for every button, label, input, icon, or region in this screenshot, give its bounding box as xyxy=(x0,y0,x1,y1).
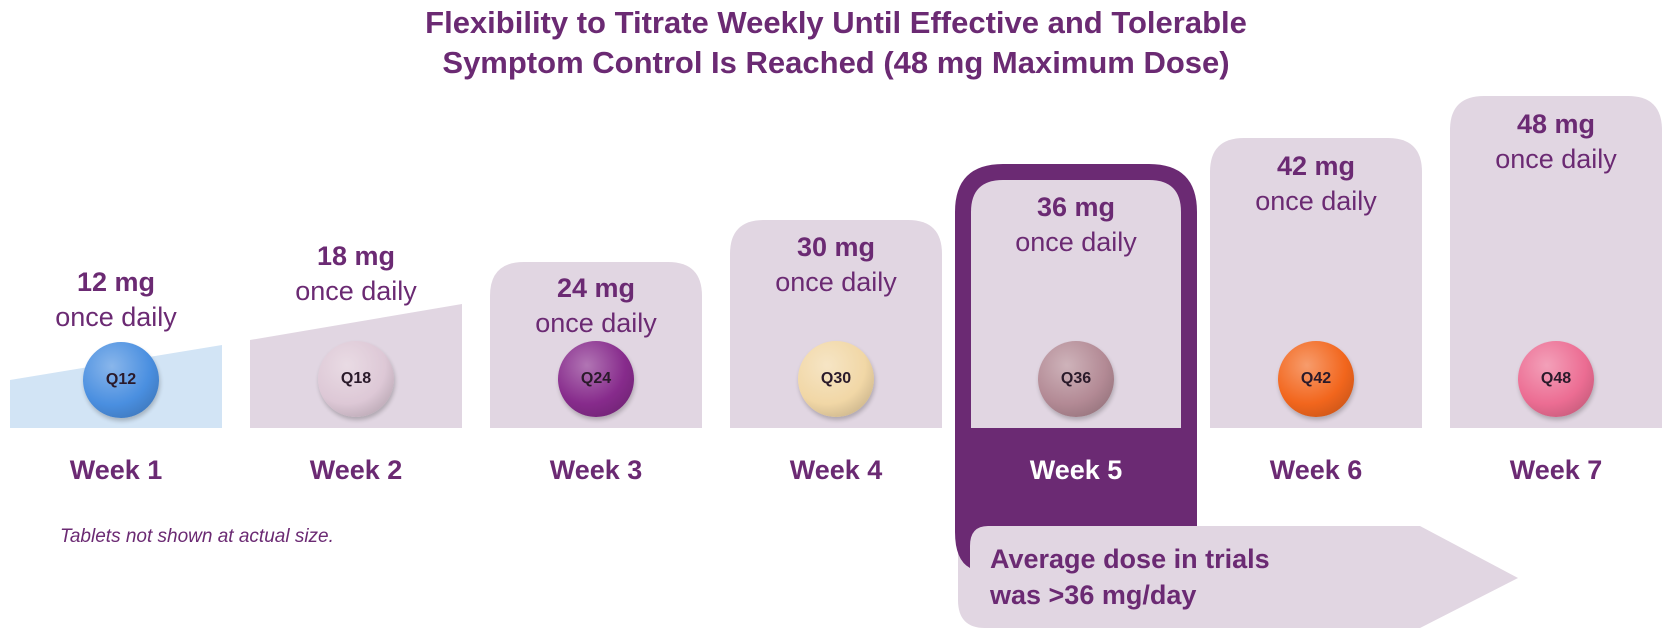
week-5-dose: 36 mg xyxy=(1036,192,1116,222)
week-2-dose-label: 18 mg once daily xyxy=(246,238,466,308)
week-3-dose-label: 24 mg once daily xyxy=(486,270,706,340)
week-4-frequency: once daily xyxy=(775,267,897,297)
diagram-title-line-2: Symptom Control Is Reached (48 mg Maximu… xyxy=(442,45,1230,80)
diagram-title-line-1: Flexibility to Titrate Weekly Until Effe… xyxy=(425,5,1247,40)
footnote: Tablets not shown at actual size. xyxy=(60,526,334,547)
tablet-q24: Q24 xyxy=(558,341,634,417)
week-2-dose: 18 mg xyxy=(316,241,396,271)
week-5-label: Week 5 xyxy=(1029,455,1123,485)
week-4-dose-label: 30 mg once daily xyxy=(726,229,946,299)
week-6-panel xyxy=(1210,138,1422,428)
week-4-label: Week 4 xyxy=(789,455,883,485)
tablet-q42: Q42 xyxy=(1278,341,1354,417)
week-6-frequency: once daily xyxy=(1255,186,1377,216)
week-7-dose: 48 mg xyxy=(1516,109,1596,139)
week-7-dose-label: 48 mg once daily xyxy=(1446,106,1666,176)
week-6-dose: 42 mg xyxy=(1276,151,1356,181)
week-1-dose-label: 12 mg once daily xyxy=(6,264,226,334)
tablet-q18: Q18 xyxy=(318,341,394,417)
week-5-dose-label: 36 mg once daily xyxy=(966,189,1186,259)
week-6-label: Week 6 xyxy=(1269,455,1363,485)
tablet-q12: Q12 xyxy=(83,342,159,418)
average-dose-note: Average dose in trials was >36 mg/day xyxy=(990,541,1410,613)
week-5-panel xyxy=(971,180,1181,428)
tablet-q48: Q48 xyxy=(1518,341,1594,417)
week-1-frequency: once daily xyxy=(55,302,177,332)
week-3-label: Week 3 xyxy=(549,455,643,485)
week-5-frequency: once daily xyxy=(1015,227,1137,257)
average-dose-arrow xyxy=(958,526,1518,628)
average-dose-note-line-1: Average dose in trials xyxy=(990,544,1270,574)
week-3-dose: 24 mg xyxy=(556,273,636,303)
week-2-frequency: once daily xyxy=(295,276,417,306)
tablet-q36: Q36 xyxy=(1038,341,1114,417)
week-4-panel xyxy=(730,220,942,428)
week-6-dose-label: 42 mg once daily xyxy=(1206,148,1426,218)
week-3-frequency: once daily xyxy=(535,308,657,338)
week-1-label: Week 1 xyxy=(69,455,163,485)
week-7-panel xyxy=(1450,96,1662,428)
week-2-label: Week 2 xyxy=(309,455,403,485)
average-dose-note-line-2: was >36 mg/day xyxy=(990,580,1197,610)
week-4-dose: 30 mg xyxy=(796,232,876,262)
week-7-label: Week 7 xyxy=(1509,455,1603,485)
week-7-frequency: once daily xyxy=(1495,144,1617,174)
week-1-dose: 12 mg xyxy=(76,267,156,297)
tablet-q30: Q30 xyxy=(798,341,874,417)
